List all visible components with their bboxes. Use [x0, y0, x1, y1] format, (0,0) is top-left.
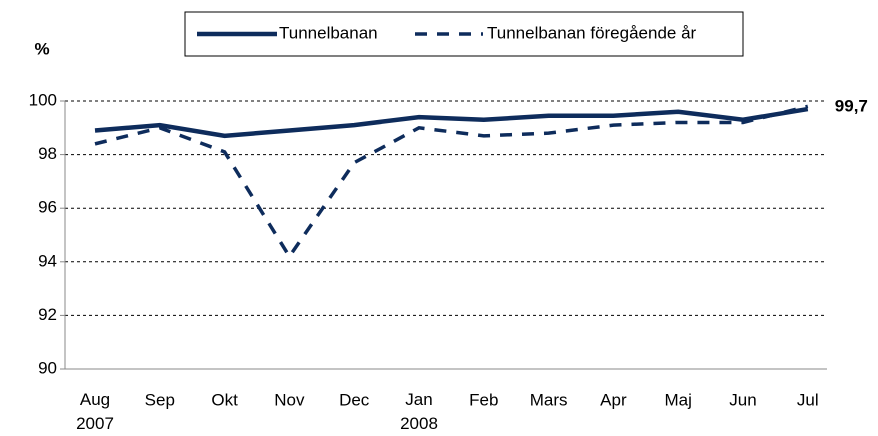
- x-tick-label: Aug 2007: [76, 390, 114, 433]
- x-tick-label: Feb: [469, 390, 498, 409]
- legend-label: Tunnelbanan föregående år: [487, 23, 697, 42]
- series-line: [94, 106, 809, 139]
- y-tick-label: 90: [38, 358, 57, 377]
- series-line: [94, 104, 809, 260]
- legend-label: Tunnelbanan: [279, 23, 378, 42]
- x-tick-label-line: Aug: [80, 390, 110, 409]
- x-tick-label: Mars: [530, 390, 568, 409]
- x-tick-label-line: 2008: [400, 414, 438, 433]
- x-tick-label: Sep: [145, 390, 175, 409]
- y-tick-label: 94: [38, 251, 57, 270]
- x-tick-label: Jul: [797, 390, 819, 409]
- x-tick-label: Dec: [339, 390, 370, 409]
- x-tick-label: Nov: [274, 390, 305, 409]
- x-tick-label: Maj: [664, 390, 691, 409]
- x-tick-label: Jan 2008: [400, 390, 438, 433]
- x-tick-label-line: Jan: [405, 390, 432, 409]
- y-axis-label: %: [34, 39, 49, 58]
- x-tick-label: Jun: [729, 390, 756, 409]
- x-tick-label-line: 2007: [76, 414, 114, 433]
- y-tick-label: 98: [38, 144, 57, 163]
- data-label: 99,7: [835, 97, 868, 116]
- x-tick-label: Okt: [211, 390, 238, 409]
- x-tick-label: Apr: [600, 390, 627, 409]
- y-tick-label: 92: [38, 305, 57, 324]
- y-tick-label: 96: [38, 198, 57, 217]
- y-tick-label: 100: [29, 90, 57, 109]
